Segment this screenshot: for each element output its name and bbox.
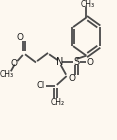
Text: CH₃: CH₃ [0, 70, 14, 79]
Text: N: N [56, 57, 64, 67]
Text: S: S [73, 57, 80, 67]
Text: CH₃: CH₃ [80, 0, 95, 9]
Text: O: O [16, 33, 23, 42]
Text: Cl: Cl [37, 81, 45, 90]
Text: O: O [86, 58, 93, 67]
Text: O: O [69, 74, 76, 83]
Text: O: O [11, 59, 18, 68]
Text: CH₂: CH₂ [51, 98, 65, 107]
